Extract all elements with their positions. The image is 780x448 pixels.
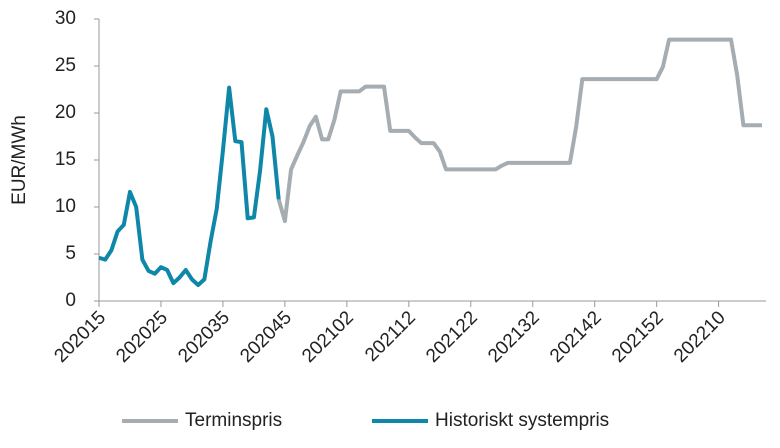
- series-line: [276, 37, 762, 224]
- legend-label: Historiskt systempris: [435, 410, 609, 431]
- x-tick-label: 202210: [670, 307, 730, 367]
- y-tick-label: 25: [55, 55, 76, 76]
- y-tick-label: 0: [65, 290, 76, 311]
- y-tick-label: 10: [55, 196, 76, 217]
- x-tick-label: 202152: [608, 307, 668, 367]
- y-axis-label: EUR/MWh: [9, 115, 30, 205]
- y-tick-label: 5: [65, 243, 76, 264]
- x-tick-label: 202025: [112, 307, 172, 367]
- x-tick-label: 202142: [546, 307, 606, 367]
- y-tick-label: 15: [55, 149, 76, 170]
- x-tick-label: 202035: [174, 307, 234, 367]
- y-tick-label: 20: [55, 102, 76, 123]
- x-tick-label: 202045: [236, 307, 296, 367]
- y-tick-label: 30: [55, 8, 76, 29]
- x-tick-label: 202132: [484, 307, 544, 367]
- x-tick-label: 202112: [361, 307, 420, 366]
- x-tick-label: 202102: [298, 307, 358, 367]
- x-tick-label: 202122: [422, 307, 482, 367]
- series-line: [98, 85, 281, 288]
- legend-label: Terminspris: [185, 410, 282, 431]
- x-tick-label: 202015: [50, 307, 110, 367]
